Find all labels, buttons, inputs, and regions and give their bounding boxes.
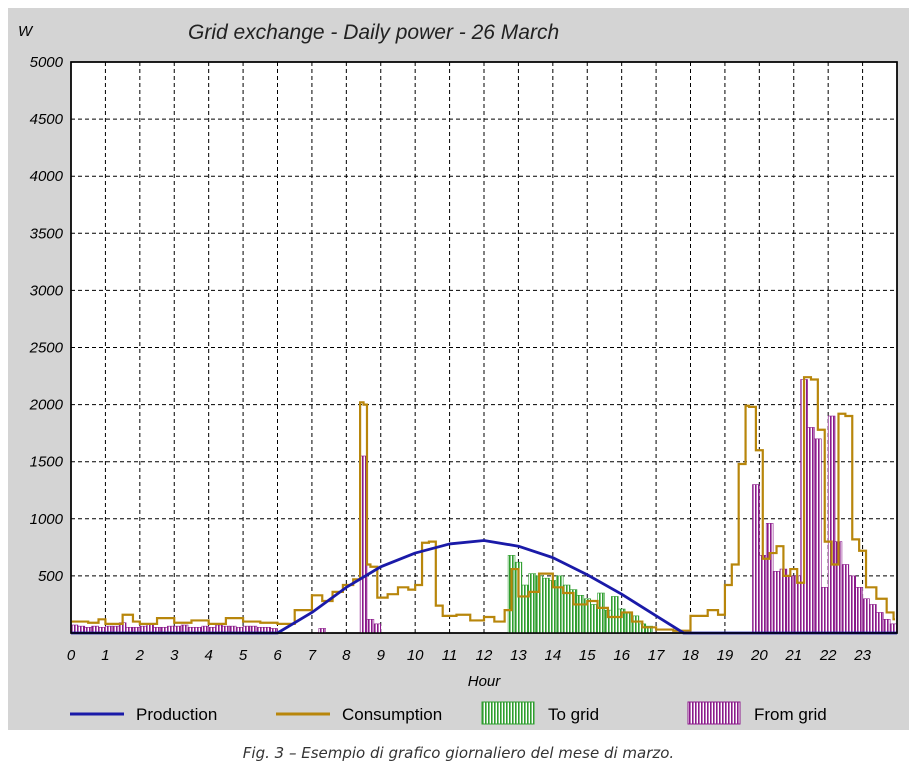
- x-tick-label: 11: [442, 647, 458, 664]
- from-grid-bar: [862, 598, 870, 634]
- chart-title: Grid exchange - Daily power - 26 March: [188, 21, 559, 44]
- y-tick-label: 5000: [30, 54, 64, 71]
- x-tick-label: 15: [579, 647, 596, 664]
- to-grid-bar: [597, 592, 605, 634]
- x-tick-label: 6: [273, 647, 282, 664]
- figure-caption: Fig. 3 – Esempio di grafico giornaliero …: [242, 744, 675, 762]
- to-grid-bar: [555, 575, 564, 634]
- from-grid-bar: [752, 484, 760, 634]
- from-grid-bar: [772, 571, 781, 634]
- from-grid-bar: [765, 523, 774, 634]
- from-grid-bar: [373, 623, 382, 634]
- from-grid-bar: [820, 587, 829, 634]
- x-tick-label: 9: [377, 647, 386, 664]
- x-axis-label: Hour: [468, 673, 502, 690]
- legend-label-production: Production: [136, 705, 217, 724]
- legend-item-from-grid: From grid: [687, 701, 827, 725]
- legend-item-consumption: Consumption: [276, 705, 442, 724]
- from-grid-bar: [876, 612, 884, 634]
- to-grid-bar: [528, 573, 536, 634]
- legend-swatch-to-grid: [481, 701, 535, 725]
- y-tick-labels: 500 1000 1500 2000 2500 3000 3500 4000 4500 5000: [29, 54, 64, 585]
- x-tick-label: 10: [407, 647, 424, 664]
- x-tick-label: 7: [308, 647, 317, 664]
- from-grid-bar: [814, 438, 822, 634]
- x-tick-label: 4: [204, 647, 212, 664]
- x-tick-label: 19: [717, 647, 734, 664]
- x-tick-label: 12: [476, 647, 493, 664]
- x-tick-label: 17: [648, 647, 665, 664]
- from-grid-bar: [855, 587, 863, 634]
- from-grid-bar: [759, 555, 767, 634]
- production-line: [71, 539, 897, 635]
- y-tick-label: 4500: [30, 111, 64, 128]
- from-grid-bar: [827, 415, 836, 634]
- y-tick-label: 3500: [30, 225, 64, 242]
- from-grid-bar: [848, 575, 856, 634]
- x-tick-label: 3: [170, 647, 179, 664]
- legend-label-consumption: Consumption: [342, 705, 442, 724]
- from-grid-bar: [807, 427, 815, 634]
- from-grid-bar: [786, 575, 795, 634]
- x-tick-label: 0: [67, 647, 76, 664]
- to-grid-bar: [611, 596, 619, 634]
- y-tick-label: 4000: [30, 168, 64, 185]
- from-grid-bar: [779, 568, 788, 634]
- x-tick-label: 14: [544, 647, 561, 664]
- chart-panel: W Grid exchange - Daily power - 26 March…: [8, 8, 909, 730]
- plot-frame: [70, 61, 898, 634]
- x-tick-label: 8: [342, 647, 351, 664]
- x-tick-label: 21: [784, 647, 802, 664]
- from-grid-bar: [869, 604, 877, 634]
- x-tick-label: 13: [510, 647, 527, 664]
- y-axis-label: W: [18, 23, 34, 40]
- y-tick-label: 2500: [29, 340, 64, 357]
- x-tick-label: 5: [239, 647, 248, 664]
- legend-label-to-grid: To grid: [548, 705, 599, 724]
- y-tick-label: 1500: [30, 454, 64, 471]
- x-tick-label: 18: [682, 647, 699, 664]
- x-tick-label: 23: [853, 647, 871, 664]
- y-tick-label: 2000: [29, 397, 64, 414]
- from-grid-bar: [882, 618, 891, 634]
- legend-item-to-grid: To grid: [481, 701, 599, 725]
- x-tick-label: 2: [135, 647, 145, 664]
- x-tick-label: 22: [819, 647, 837, 664]
- legend-swatch-from-grid: [687, 701, 741, 725]
- x-tick-label: 20: [750, 647, 768, 664]
- from-grid-bar: [793, 575, 801, 634]
- from-grid-bar: [841, 564, 850, 634]
- legend-item-production: Production: [70, 705, 217, 724]
- legend: Production Consumption To grid From grid: [70, 701, 827, 725]
- from-grid-bar: [366, 618, 375, 634]
- to-grid-bar: [576, 595, 585, 634]
- x-tick-label: 1: [101, 647, 109, 664]
- y-tick-label: 1000: [30, 511, 64, 528]
- consumption-line: [71, 376, 895, 632]
- chart-svg: W Grid exchange - Daily power - 26 March…: [18, 21, 898, 725]
- x-tick-label: 16: [613, 647, 630, 664]
- y-tick-label: 3000: [30, 282, 64, 299]
- legend-label-from-grid: From grid: [754, 705, 827, 724]
- y-tick-label: 500: [38, 568, 64, 585]
- to-grid-bar: [542, 577, 550, 634]
- x-tick-labels: 0 1 2 3 4 5 6 7 8 9 10 11 12 13 14 15 16 17 18 19 20 21 22 23: [67, 647, 872, 664]
